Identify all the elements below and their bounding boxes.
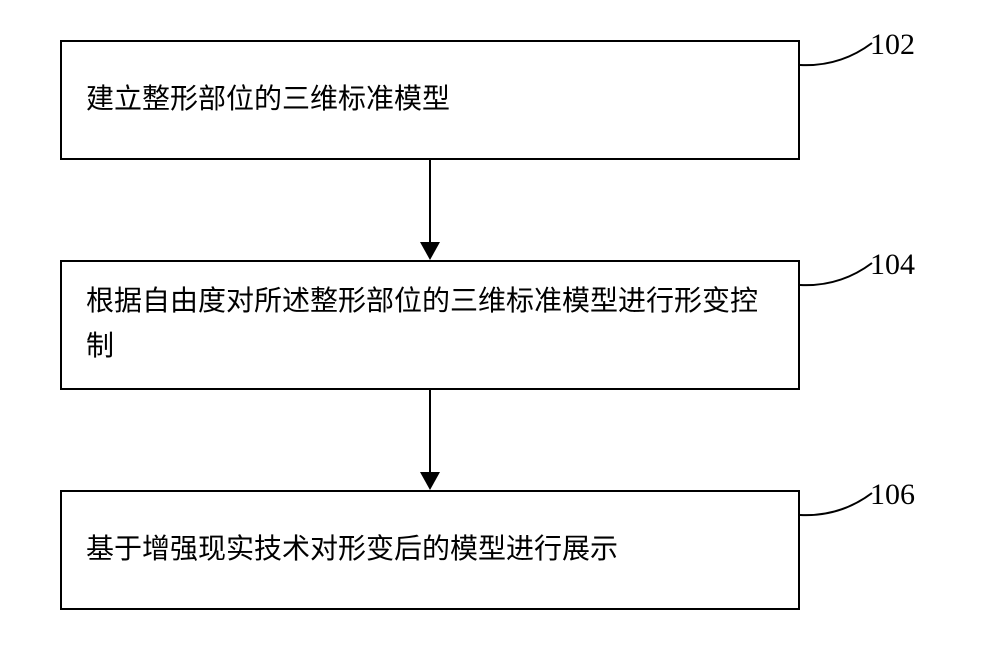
- step-text: 根据自由度对所述整形部位的三维标准模型进行形变控制: [86, 280, 774, 370]
- step-text: 建立整形部位的三维标准模型: [86, 78, 450, 123]
- flowchart-canvas: 建立整形部位的三维标准模型102根据自由度对所述整形部位的三维标准模型进行形变控…: [0, 0, 1000, 666]
- step-text: 基于增强现实技术对形变后的模型进行展示: [86, 528, 618, 573]
- flowchart-step-box: 根据自由度对所述整形部位的三维标准模型进行形变控制: [60, 260, 800, 390]
- connector-curve: [800, 255, 880, 305]
- connector-curve: [800, 35, 880, 85]
- flow-arrow: [410, 390, 450, 490]
- connector-curve: [800, 485, 880, 535]
- flowchart-step-box: 建立整形部位的三维标准模型: [60, 40, 800, 160]
- flowchart-step-box: 基于增强现实技术对形变后的模型进行展示: [60, 490, 800, 610]
- flow-arrow: [410, 160, 450, 260]
